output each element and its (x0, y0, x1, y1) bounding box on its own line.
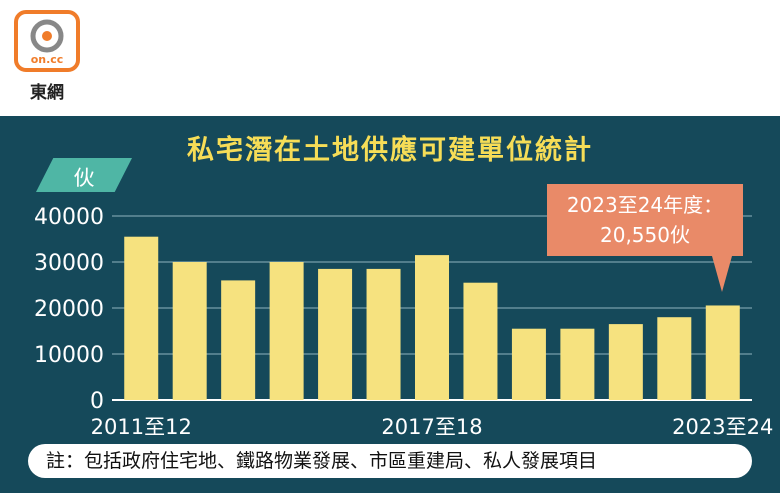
bar-2016至17 (366, 268, 401, 400)
bar-2014至15 (269, 262, 304, 400)
y-tick-label: 30000 (34, 251, 104, 276)
bar-2023至24 (705, 305, 740, 400)
annotation-pointer (712, 256, 732, 292)
y-tick-label: 10000 (34, 343, 104, 368)
bar-2015至16 (318, 268, 353, 400)
annotation-line-2: 20,550伙 (600, 223, 690, 247)
bar-2018至19 (463, 282, 498, 400)
bar-2012至13 (172, 262, 207, 400)
y-axis-unit: 伙 (73, 166, 95, 190)
x-tick-label: 2023至24 (672, 415, 773, 439)
oncc-logo: on.cc (14, 10, 80, 72)
bar-2019至20 (511, 328, 546, 400)
x-tick-label: 2011至12 (91, 415, 192, 439)
chart-title: 私宅潛在土地供應可建單位統計 (187, 135, 593, 166)
bar-chart: 0 10000 20000 30000 40000 2011至12 2017至18 2023至… (34, 205, 773, 439)
bar-2022至23 (657, 317, 692, 400)
oncc-logo-icon: on.cc (30, 19, 64, 66)
logo-text: on.cc (31, 53, 64, 66)
bar-2021至22 (608, 324, 643, 400)
chart-note: 註：包括政府住宅地、鐵路物業發展、市區重建局、私人發展項目 (28, 444, 752, 478)
unit-tag (36, 158, 132, 192)
chart-panel: 私宅潛在土地供應可建單位統計 伙 0 10000 20000 30000 40000 20… (0, 116, 780, 493)
bar-2020至21 (560, 328, 595, 400)
y-tick-label: 0 (90, 389, 104, 414)
x-tick-label: 2017至18 (381, 415, 482, 439)
annotation-callout: 2023至24年度： 20,550伙 (547, 184, 743, 256)
bar-2017至18 (415, 255, 449, 400)
bar-2011至12 (124, 236, 159, 400)
y-tick-label: 20000 (34, 297, 104, 322)
logo-name: 東網 (30, 83, 64, 103)
y-tick-label: 40000 (34, 205, 104, 230)
annotation-line-1: 2023至24年度： (566, 193, 724, 217)
bar-2013至14 (221, 280, 256, 400)
